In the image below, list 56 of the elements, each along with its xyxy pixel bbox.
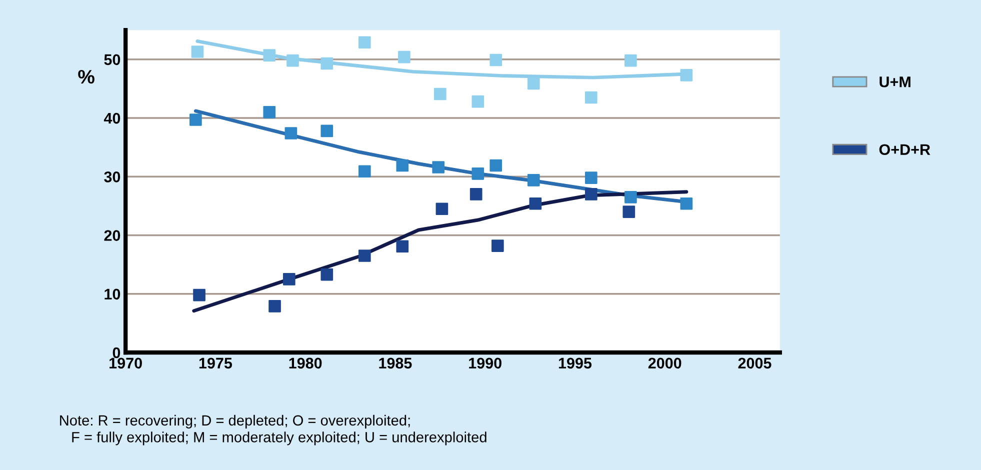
point	[680, 197, 693, 210]
point	[624, 190, 637, 204]
x-tick-label: 1975	[199, 358, 232, 369]
point	[470, 188, 482, 200]
point	[398, 50, 410, 64]
point	[529, 197, 542, 210]
point	[490, 159, 502, 172]
y-axis-title: %	[78, 70, 94, 84]
point	[680, 69, 693, 82]
point	[286, 54, 299, 67]
point	[527, 174, 540, 186]
point	[358, 36, 371, 49]
legend-label: U+M	[880, 76, 910, 88]
point	[320, 124, 334, 138]
point	[193, 288, 206, 302]
y-tick-label: 50	[104, 54, 120, 66]
point	[624, 54, 637, 67]
point	[396, 240, 409, 253]
point	[622, 206, 636, 218]
point	[436, 202, 448, 216]
point	[492, 240, 504, 252]
point	[472, 95, 484, 108]
point	[584, 91, 598, 104]
point	[268, 300, 281, 312]
y-tick-label: 40	[104, 112, 120, 124]
point	[584, 188, 598, 200]
x-tick-label: 1970	[110, 358, 142, 369]
x-tick-label: 1995	[558, 358, 592, 369]
point	[263, 106, 276, 118]
x-tick-label: 1985	[379, 358, 412, 369]
point	[490, 54, 502, 66]
point	[358, 250, 371, 262]
y-tick-label: 30	[104, 172, 120, 182]
x-tick-label: 2005	[738, 358, 772, 369]
point	[584, 172, 598, 184]
y-tick-label: 0	[112, 347, 120, 358]
x-tick-label: 2000	[648, 358, 682, 369]
point	[434, 88, 446, 100]
y-tick-label: 10	[104, 288, 120, 300]
point	[263, 49, 276, 62]
point	[191, 46, 204, 58]
point	[190, 114, 202, 126]
point	[282, 273, 296, 286]
point	[396, 159, 409, 172]
point	[472, 168, 484, 180]
point	[358, 165, 371, 178]
point	[284, 127, 298, 140]
x-tick-label: 1980	[289, 358, 322, 369]
y-tick-label: 20	[104, 230, 120, 241]
point	[320, 268, 334, 281]
point	[320, 57, 334, 70]
x-tick-label: 1990	[469, 358, 502, 369]
text: Note: R = recovering; D = depleted; O = overexploited; F = fully exploited; M = moderately exploited; U = underexploited	[60, 414, 486, 446]
point	[432, 161, 445, 174]
point	[527, 77, 540, 90]
legend-label: O+D+R	[879, 144, 930, 156]
